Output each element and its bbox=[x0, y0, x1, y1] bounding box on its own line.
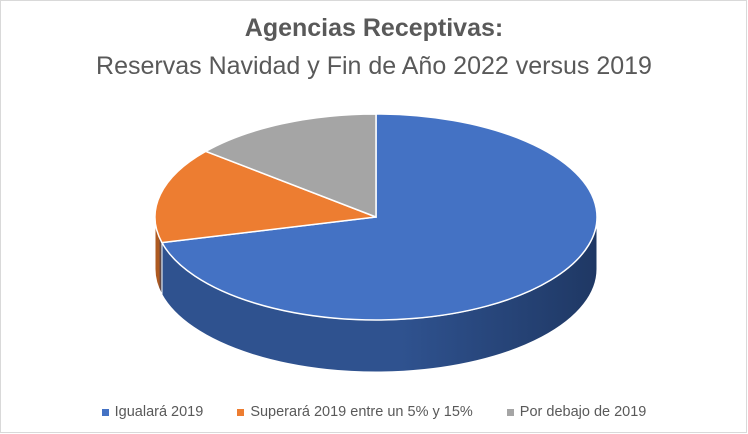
pie-slice-2 bbox=[203, 113, 377, 219]
legend-swatch-igualara bbox=[101, 408, 109, 416]
legend-label-por-debajo: Por debajo de 2019 bbox=[519, 404, 647, 420]
legend-item-superara: Superará 2019 entre un 5% y 15% bbox=[237, 404, 473, 420]
legend-swatch-superara bbox=[237, 408, 245, 416]
chart-title: Agencias Receptivas: bbox=[244, 14, 504, 42]
chart-legend: Igualará 2019 Superará 2019 entre un 5% … bbox=[0, 404, 748, 420]
legend-item-igualara: Igualará 2019 bbox=[101, 404, 204, 420]
pie-slice-0 bbox=[160, 113, 598, 321]
chart-subtitle: Reservas Navidad y Fin de Año 2022 versu… bbox=[96, 52, 652, 80]
legend-swatch-por-debajo bbox=[506, 408, 514, 416]
legend-label-superara: Superará 2019 entre un 5% y 15% bbox=[250, 404, 473, 420]
pie-slice-1 bbox=[154, 150, 377, 244]
legend-item-por-debajo: Por debajo de 2019 bbox=[506, 404, 647, 420]
legend-label-igualara: Igualará 2019 bbox=[114, 404, 204, 420]
